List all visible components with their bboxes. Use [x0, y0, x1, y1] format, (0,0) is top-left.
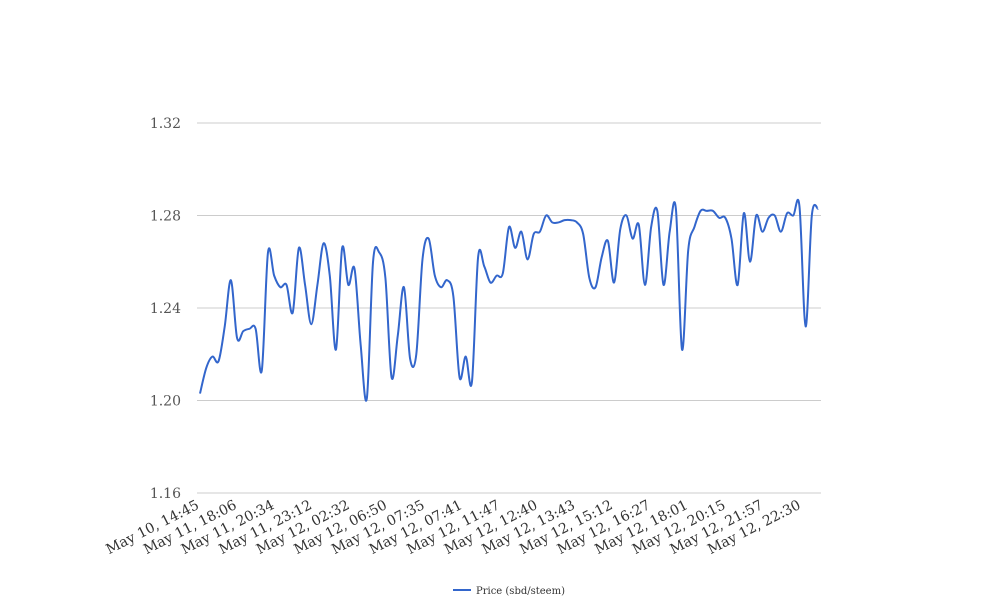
legend[interactable]: Price (sbd/steem) — [453, 586, 565, 597]
y-tick-label: 1.32 — [150, 116, 181, 132]
y-tick-label: 1.28 — [150, 209, 181, 225]
y-tick-label: 1.20 — [150, 394, 181, 410]
series-line-price — [199, 198, 819, 402]
y-tick-label: 1.16 — [150, 486, 181, 502]
legend-label: Price (sbd/steem) — [476, 586, 565, 597]
y-tick-label: 1.24 — [150, 301, 181, 317]
y-axis-ticks: 1.32 1.28 1.24 1.20 1.16 — [150, 116, 181, 502]
series-group — [199, 198, 819, 402]
